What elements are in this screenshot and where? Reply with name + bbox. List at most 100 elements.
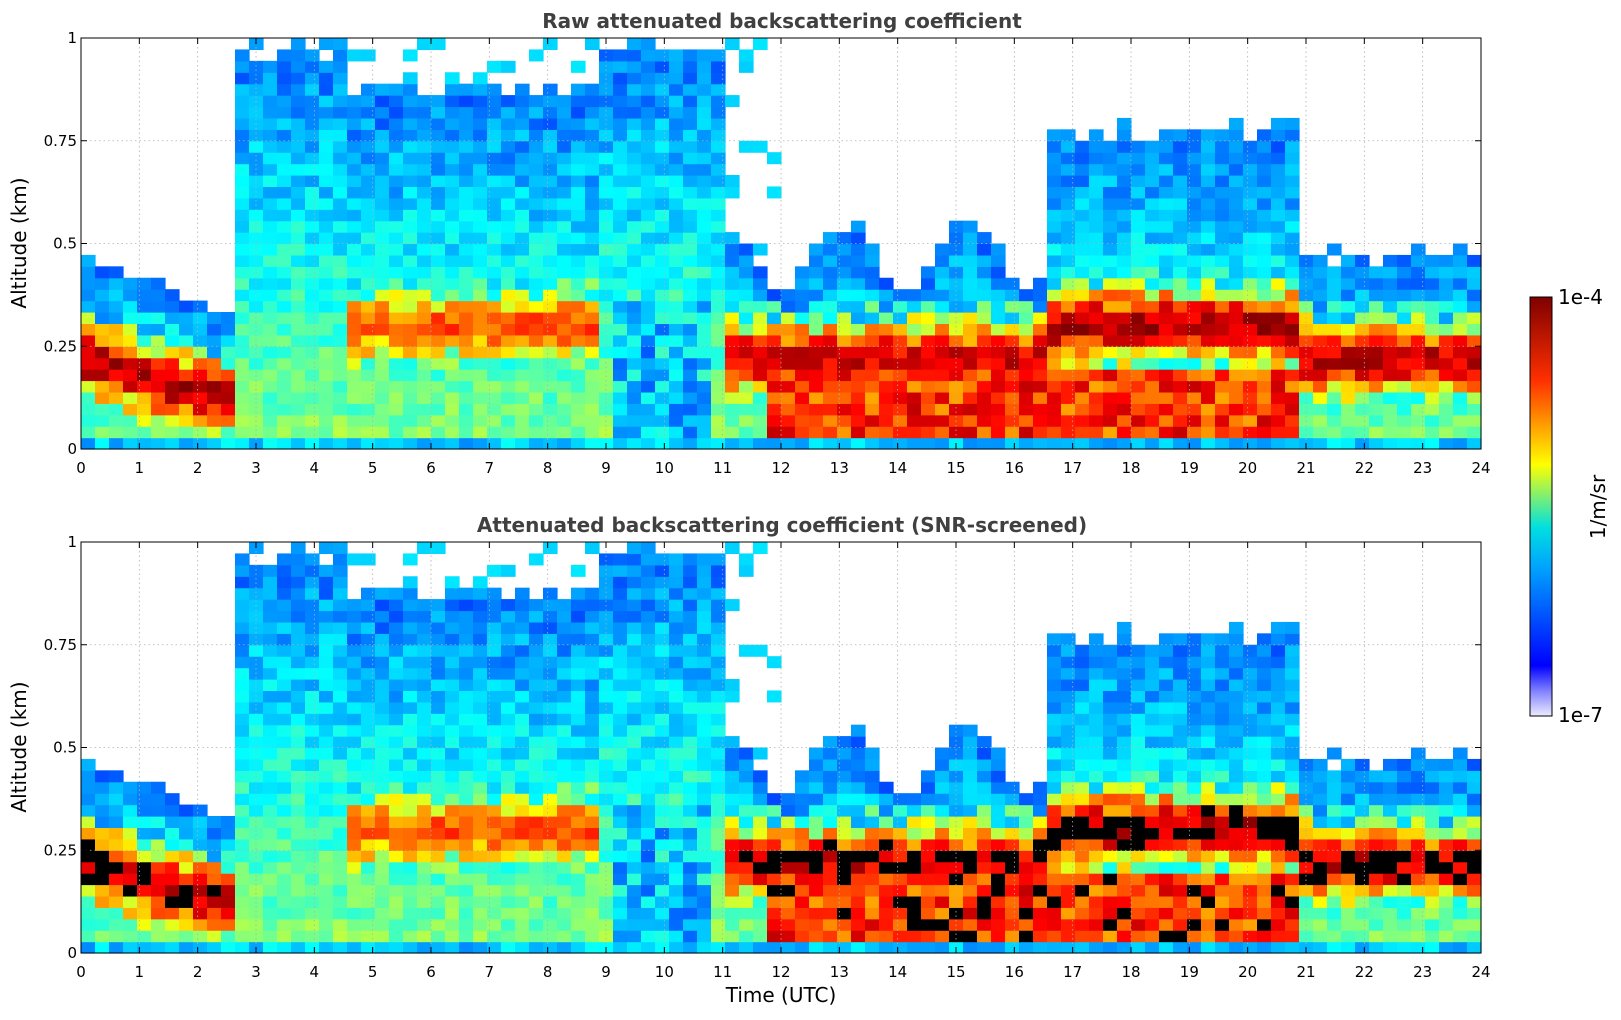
- heatmap-cell: [221, 346, 236, 359]
- heatmap-cell: [907, 391, 922, 404]
- heatmap-cell: [725, 793, 740, 806]
- heatmap-cell: [515, 895, 530, 908]
- heatmap-cell: [711, 277, 726, 290]
- heatmap-cell: [949, 930, 964, 943]
- heatmap-cell: [543, 621, 558, 634]
- heatmap-cell: [1257, 243, 1272, 256]
- heatmap-cell: [613, 644, 628, 657]
- heatmap-cell: [291, 106, 306, 119]
- heatmap-cell: [1271, 667, 1286, 680]
- heatmap-cell: [403, 850, 418, 863]
- heatmap-cell: [865, 369, 880, 382]
- heatmap-cell: [95, 300, 110, 313]
- heatmap-cell: [81, 403, 96, 416]
- heatmap-cell: [1005, 334, 1020, 347]
- heatmap-cell: [1229, 129, 1244, 142]
- heatmap-cell: [249, 357, 264, 370]
- heatmap-cell: [263, 266, 278, 279]
- heatmap-cell: [319, 884, 334, 897]
- heatmap-cell: [809, 804, 824, 817]
- heatmap-cell: [431, 816, 446, 829]
- heatmap-cell: [501, 220, 516, 233]
- heatmap-cell: [683, 357, 698, 370]
- heatmap-cell: [585, 895, 600, 908]
- heatmap-cell: [711, 243, 726, 256]
- heatmap-cell: [277, 72, 292, 85]
- heatmap-cell: [277, 129, 292, 142]
- heatmap-cell: [795, 391, 810, 404]
- heatmap-cell: [165, 804, 180, 817]
- heatmap-cell: [1033, 850, 1048, 863]
- heatmap-cell: [1117, 312, 1132, 325]
- heatmap-cell: [263, 644, 278, 657]
- heatmap-cell: [627, 827, 642, 840]
- heatmap-cell: [221, 918, 236, 931]
- heatmap-cell: [319, 289, 334, 302]
- heatmap-cell: [95, 793, 110, 806]
- heatmap-cell: [585, 357, 600, 370]
- heatmap-cell: [1187, 277, 1202, 290]
- heatmap-cell: [1089, 152, 1104, 165]
- heatmap-cell: [263, 679, 278, 692]
- heatmap-cell: [1341, 793, 1356, 806]
- heatmap-cell: [1159, 232, 1174, 245]
- heatmap-cell: [571, 827, 586, 840]
- heatmap-cell: [459, 209, 474, 222]
- heatmap-cell: [543, 918, 558, 931]
- heatmap-cell: [417, 277, 432, 290]
- heatmap-cell: [725, 918, 740, 931]
- heatmap-cell: [193, 300, 208, 313]
- heatmap-cell: [1089, 209, 1104, 222]
- heatmap-cell: [1215, 701, 1230, 714]
- heatmap-cell: [305, 209, 320, 222]
- heatmap-cell: [249, 254, 264, 267]
- heatmap-cell: [347, 793, 362, 806]
- heatmap-cell: [1271, 266, 1286, 279]
- heatmap-cell: [347, 736, 362, 749]
- heatmap-cell: [529, 633, 544, 646]
- heatmap-cell: [641, 610, 656, 623]
- heatmap-cell: [613, 72, 628, 85]
- heatmap-cell: [879, 277, 894, 290]
- heatmap-cell: [571, 152, 586, 165]
- heatmap-cell: [1355, 403, 1370, 416]
- heatmap-cell: [137, 838, 152, 851]
- heatmap-cell: [417, 175, 432, 188]
- heatmap-cell: [977, 380, 992, 393]
- heatmap-cell: [529, 884, 544, 897]
- heatmap-cell: [1215, 369, 1230, 382]
- heatmap-cell: [963, 895, 978, 908]
- heatmap-cell: [1313, 254, 1328, 267]
- heatmap-cell: [1117, 804, 1132, 817]
- heatmap-cell: [977, 300, 992, 313]
- heatmap-cell: [109, 827, 124, 840]
- heatmap-cell: [431, 736, 446, 749]
- heatmap-cell: [669, 232, 684, 245]
- heatmap-cell: [837, 838, 852, 851]
- heatmap-cell: [235, 724, 250, 737]
- heatmap-cell: [613, 553, 628, 566]
- heatmap-cell: [249, 380, 264, 393]
- heatmap-cell: [1173, 884, 1188, 897]
- heatmap-cell: [1257, 163, 1272, 176]
- heatmap-cell: [1341, 861, 1356, 874]
- heatmap-cell: [613, 724, 628, 737]
- heatmap-cell: [361, 701, 376, 714]
- heatmap-cell: [1383, 369, 1398, 382]
- heatmap-cell: [809, 403, 824, 416]
- heatmap-cell: [277, 656, 292, 669]
- heatmap-cell: [1411, 300, 1426, 313]
- heatmap-cell: [613, 770, 628, 783]
- heatmap-cell: [347, 667, 362, 680]
- heatmap-cell: [235, 391, 250, 404]
- heatmap-cell: [123, 323, 138, 336]
- heatmap-cell: [557, 312, 572, 325]
- heatmap-cell: [1047, 163, 1062, 176]
- heatmap-cell: [333, 277, 348, 290]
- heatmap-cell: [1425, 277, 1440, 290]
- heatmap-cell: [1145, 243, 1160, 256]
- heatmap-cell: [1187, 140, 1202, 153]
- heatmap-cell: [417, 220, 432, 233]
- heatmap-cell: [543, 587, 558, 600]
- heatmap-cell: [1313, 300, 1328, 313]
